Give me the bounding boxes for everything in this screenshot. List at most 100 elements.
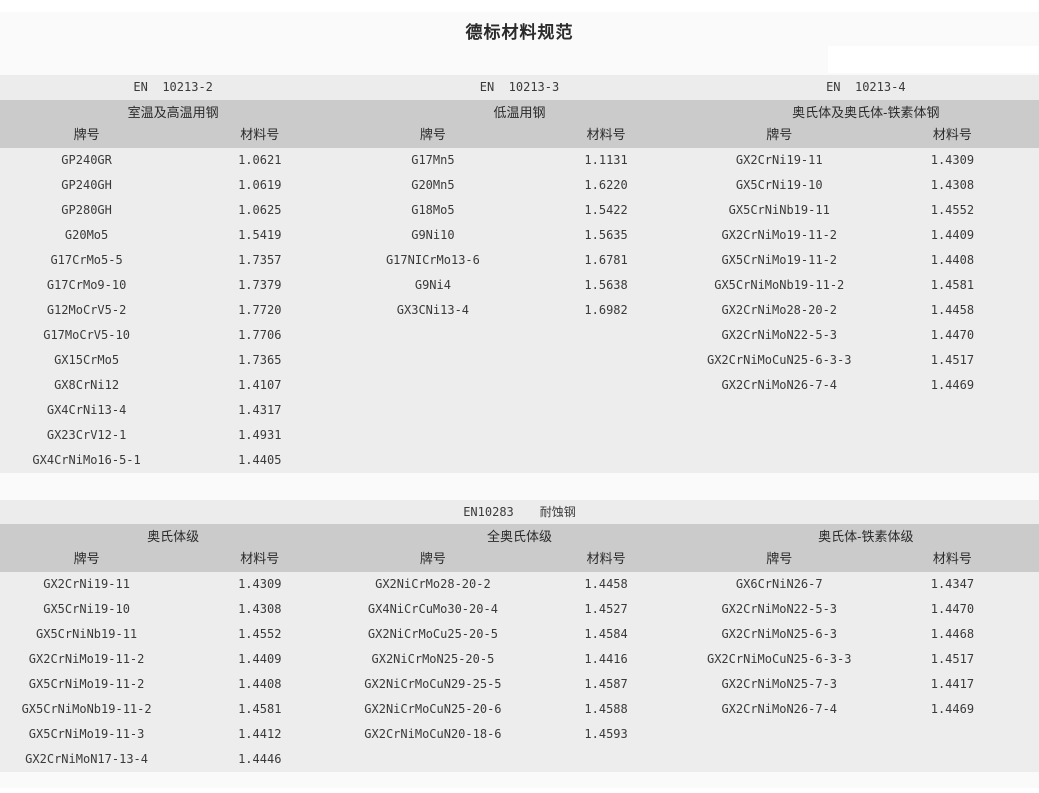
section-title-row: 室温及高温用钢 低温用钢 奥氏体及奥氏体-铁素体钢 xyxy=(0,100,1039,124)
material-number-cell: 1.5419 xyxy=(238,228,282,242)
grade-cell: GP240GH xyxy=(61,178,112,192)
bottom-margin xyxy=(0,772,1039,788)
grade-cell: GX2NiCrMoCuN29-25-5 xyxy=(364,677,502,691)
material-number-cell: 1.4588 xyxy=(584,702,628,716)
table-row: GX5CrNiNb19-11 1.4552 xyxy=(693,198,1039,223)
data-column: GX2NiCrMo28-20-2 1.4458 GX4NiCrCuMo30-20-4… xyxy=(346,572,692,747)
standard-row: EN10283 耐蚀钢 xyxy=(0,500,1039,524)
table-row: G17NICrMo13-6 1.6781 xyxy=(346,248,692,273)
table-row: GX8CrNi12 1.4107 xyxy=(0,373,346,398)
column-header-group: 牌号 材料号 xyxy=(346,548,692,572)
grade-cell: GX4NiCrCuMo30-20-4 xyxy=(367,602,498,616)
table-row: G17CrMo9-10 1.7379 xyxy=(0,273,346,298)
grade-cell: GX5CrNiMoNb19-11-2 xyxy=(21,702,152,716)
standard-label: EN 10213-3 xyxy=(479,80,560,94)
overlay-white-box xyxy=(828,46,1039,73)
table-row: GX2CrNiMoN17-13-4 1.4446 xyxy=(0,747,346,772)
table-row: GX2NiCrMoCuN25-20-6 1.4588 xyxy=(346,697,692,722)
grade-cell: G12MoCrV5-2 xyxy=(46,303,127,317)
grade-cell: G17Mn5 xyxy=(411,153,455,167)
column-header-row: 牌号 材料号 牌号 材料号 牌号 材料号 xyxy=(0,548,1039,572)
material-number-cell: 1.4458 xyxy=(930,303,975,317)
table-row: GX2CrNiMoN25-6-3 1.4468 xyxy=(693,622,1039,647)
section-title: 奥氏体级 xyxy=(147,529,200,544)
grade-column-header: 牌号 xyxy=(419,551,446,566)
material-number-cell: 1.7379 xyxy=(238,278,282,292)
table-row: GX6CrNiN26-7 1.4347 xyxy=(693,572,1039,597)
material-number-cell: 1.5635 xyxy=(584,228,628,242)
material-number-cell: 1.7706 xyxy=(238,328,282,342)
grade-cell: G17CrMo5-5 xyxy=(50,253,123,267)
table-row: GX5CrNiMo19-11-2 1.4408 xyxy=(0,672,346,697)
table-row: G20Mn5 1.6220 xyxy=(346,173,692,198)
top-margin xyxy=(0,0,1039,12)
grade-cell: GX5CrNi19-10 xyxy=(43,602,130,616)
grade-cell: GX2CrNiMoCuN25-6-3-3 xyxy=(706,353,852,367)
grade-column-header: 牌号 xyxy=(73,551,100,566)
grade-cell: GX15CrMo5 xyxy=(54,353,120,367)
table-row: GX23CrV12-1 1.4931 xyxy=(0,423,346,448)
standard-row: EN 10213-2 EN 10213-3 EN 10213-4 xyxy=(0,75,1039,100)
grade-cell: G17MoCrV5-10 xyxy=(43,328,130,342)
grade-cell: GX2CrNiMoN22-5-3 xyxy=(721,602,838,616)
grade-cell: GX2NiCrMoN25-20-5 xyxy=(371,652,495,666)
grade-cell: GX5CrNiMo19-11-2 xyxy=(721,253,838,267)
grade-column-header: 牌号 xyxy=(766,551,793,566)
number-column-header: 材料号 xyxy=(586,551,626,566)
table-row: GX2CrNiMo19-11-2 1.4409 xyxy=(0,647,346,672)
material-number-cell: 1.4446 xyxy=(238,752,282,766)
grade-cell: G17NICrMo13-6 xyxy=(385,253,480,267)
table2-header-band: 奥氏体级 全奥氏体级 奥氏体-铁素体级 牌号 材料号 牌号 材料号 牌号 材料号 xyxy=(0,524,1039,572)
table-row: GP240GR 1.0621 xyxy=(0,148,346,173)
grade-cell: GP240GR xyxy=(61,153,112,167)
grade-cell: GX6CrNiN26-7 xyxy=(735,577,823,591)
grade-cell: G18Mo5 xyxy=(411,203,455,217)
column-header-group: 牌号 材料号 xyxy=(0,548,346,572)
material-number-cell: 1.4412 xyxy=(238,727,282,741)
grade-cell: GX5CrNiNb19-11 xyxy=(728,203,830,217)
grade-cell: GX5CrNiMoNb19-11-2 xyxy=(714,278,845,292)
material-number-cell: 1.5638 xyxy=(584,278,628,292)
grade-column-header: 牌号 xyxy=(73,127,100,142)
table-row: G17CrMo5-5 1.7357 xyxy=(0,248,346,273)
table2-data-area: GX2CrNi19-11 1.4309 GX5CrNi19-10 1.4308 GX5C… xyxy=(0,572,1039,772)
table-gap xyxy=(0,473,1039,500)
grade-cell: GX2CrNiMoN17-13-4 xyxy=(25,752,148,766)
material-number-cell: 1.4408 xyxy=(238,677,282,691)
material-number-cell: 1.4469 xyxy=(930,702,975,716)
material-number-cell: 1.7720 xyxy=(238,303,282,317)
grade-cell: GX2CrNiMoCuN25-6-3-3 xyxy=(706,652,852,666)
material-number-cell: 1.0621 xyxy=(238,153,282,167)
standard-label: EN 10213-4 xyxy=(826,80,906,94)
table-row: GX5CrNiNb19-11 1.4552 xyxy=(0,622,346,647)
material-number-cell: 1.1131 xyxy=(584,153,628,167)
material-number-cell: 1.4417 xyxy=(930,677,975,691)
table-row: GX2CrNiMoN26-7-4 1.4469 xyxy=(693,697,1039,722)
table-row: G17Mn5 1.1131 xyxy=(346,148,692,173)
standard-label: EN10283 xyxy=(463,505,514,519)
table-row: G9Ni10 1.5635 xyxy=(346,223,692,248)
grade-cell: GX2CrNiMoN26-7-4 xyxy=(721,378,838,392)
number-column-header: 材料号 xyxy=(586,127,626,142)
grade-cell: G9Ni4 xyxy=(414,278,451,292)
section-title: 奥氏体-铁素体级 xyxy=(818,529,914,544)
table1-header-band: 室温及高温用钢 低温用钢 奥氏体及奥氏体-铁素体钢 牌号 材料号 牌号 材料号 … xyxy=(0,100,1039,148)
material-number-cell: 1.7365 xyxy=(238,353,282,367)
material-number-cell: 1.4309 xyxy=(238,577,282,591)
table-row: GX4CrNiMo16-5-1 1.4405 xyxy=(0,448,346,473)
grade-cell: GX23CrV12-1 xyxy=(46,428,127,442)
section-title: 奥氏体及奥氏体-铁素体钢 xyxy=(792,105,940,120)
grade-column-header: 牌号 xyxy=(419,127,446,142)
material-number-cell: 1.4416 xyxy=(584,652,628,666)
grade-cell: GX2CrNi19-11 xyxy=(735,153,823,167)
grade-cell: GX2CrNiMoN26-7-4 xyxy=(721,702,838,716)
table-row: GX2CrNiMoCuN20-18-6 1.4593 xyxy=(346,722,692,747)
column-header-group: 牌号 材料号 xyxy=(693,548,1039,572)
data-column: GX2CrNi19-11 1.4309 GX5CrNi19-10 1.4308 GX5C… xyxy=(0,572,346,772)
grade-cell: GX2CrNiMo19-11-2 xyxy=(28,652,145,666)
number-column-header: 材料号 xyxy=(240,551,280,566)
table-row: GX2CrNiMoCuN25-6-3-3 1.4517 xyxy=(693,647,1039,672)
table-row: GX15CrMo5 1.7365 xyxy=(0,348,346,373)
material-number-cell: 1.4931 xyxy=(238,428,282,442)
